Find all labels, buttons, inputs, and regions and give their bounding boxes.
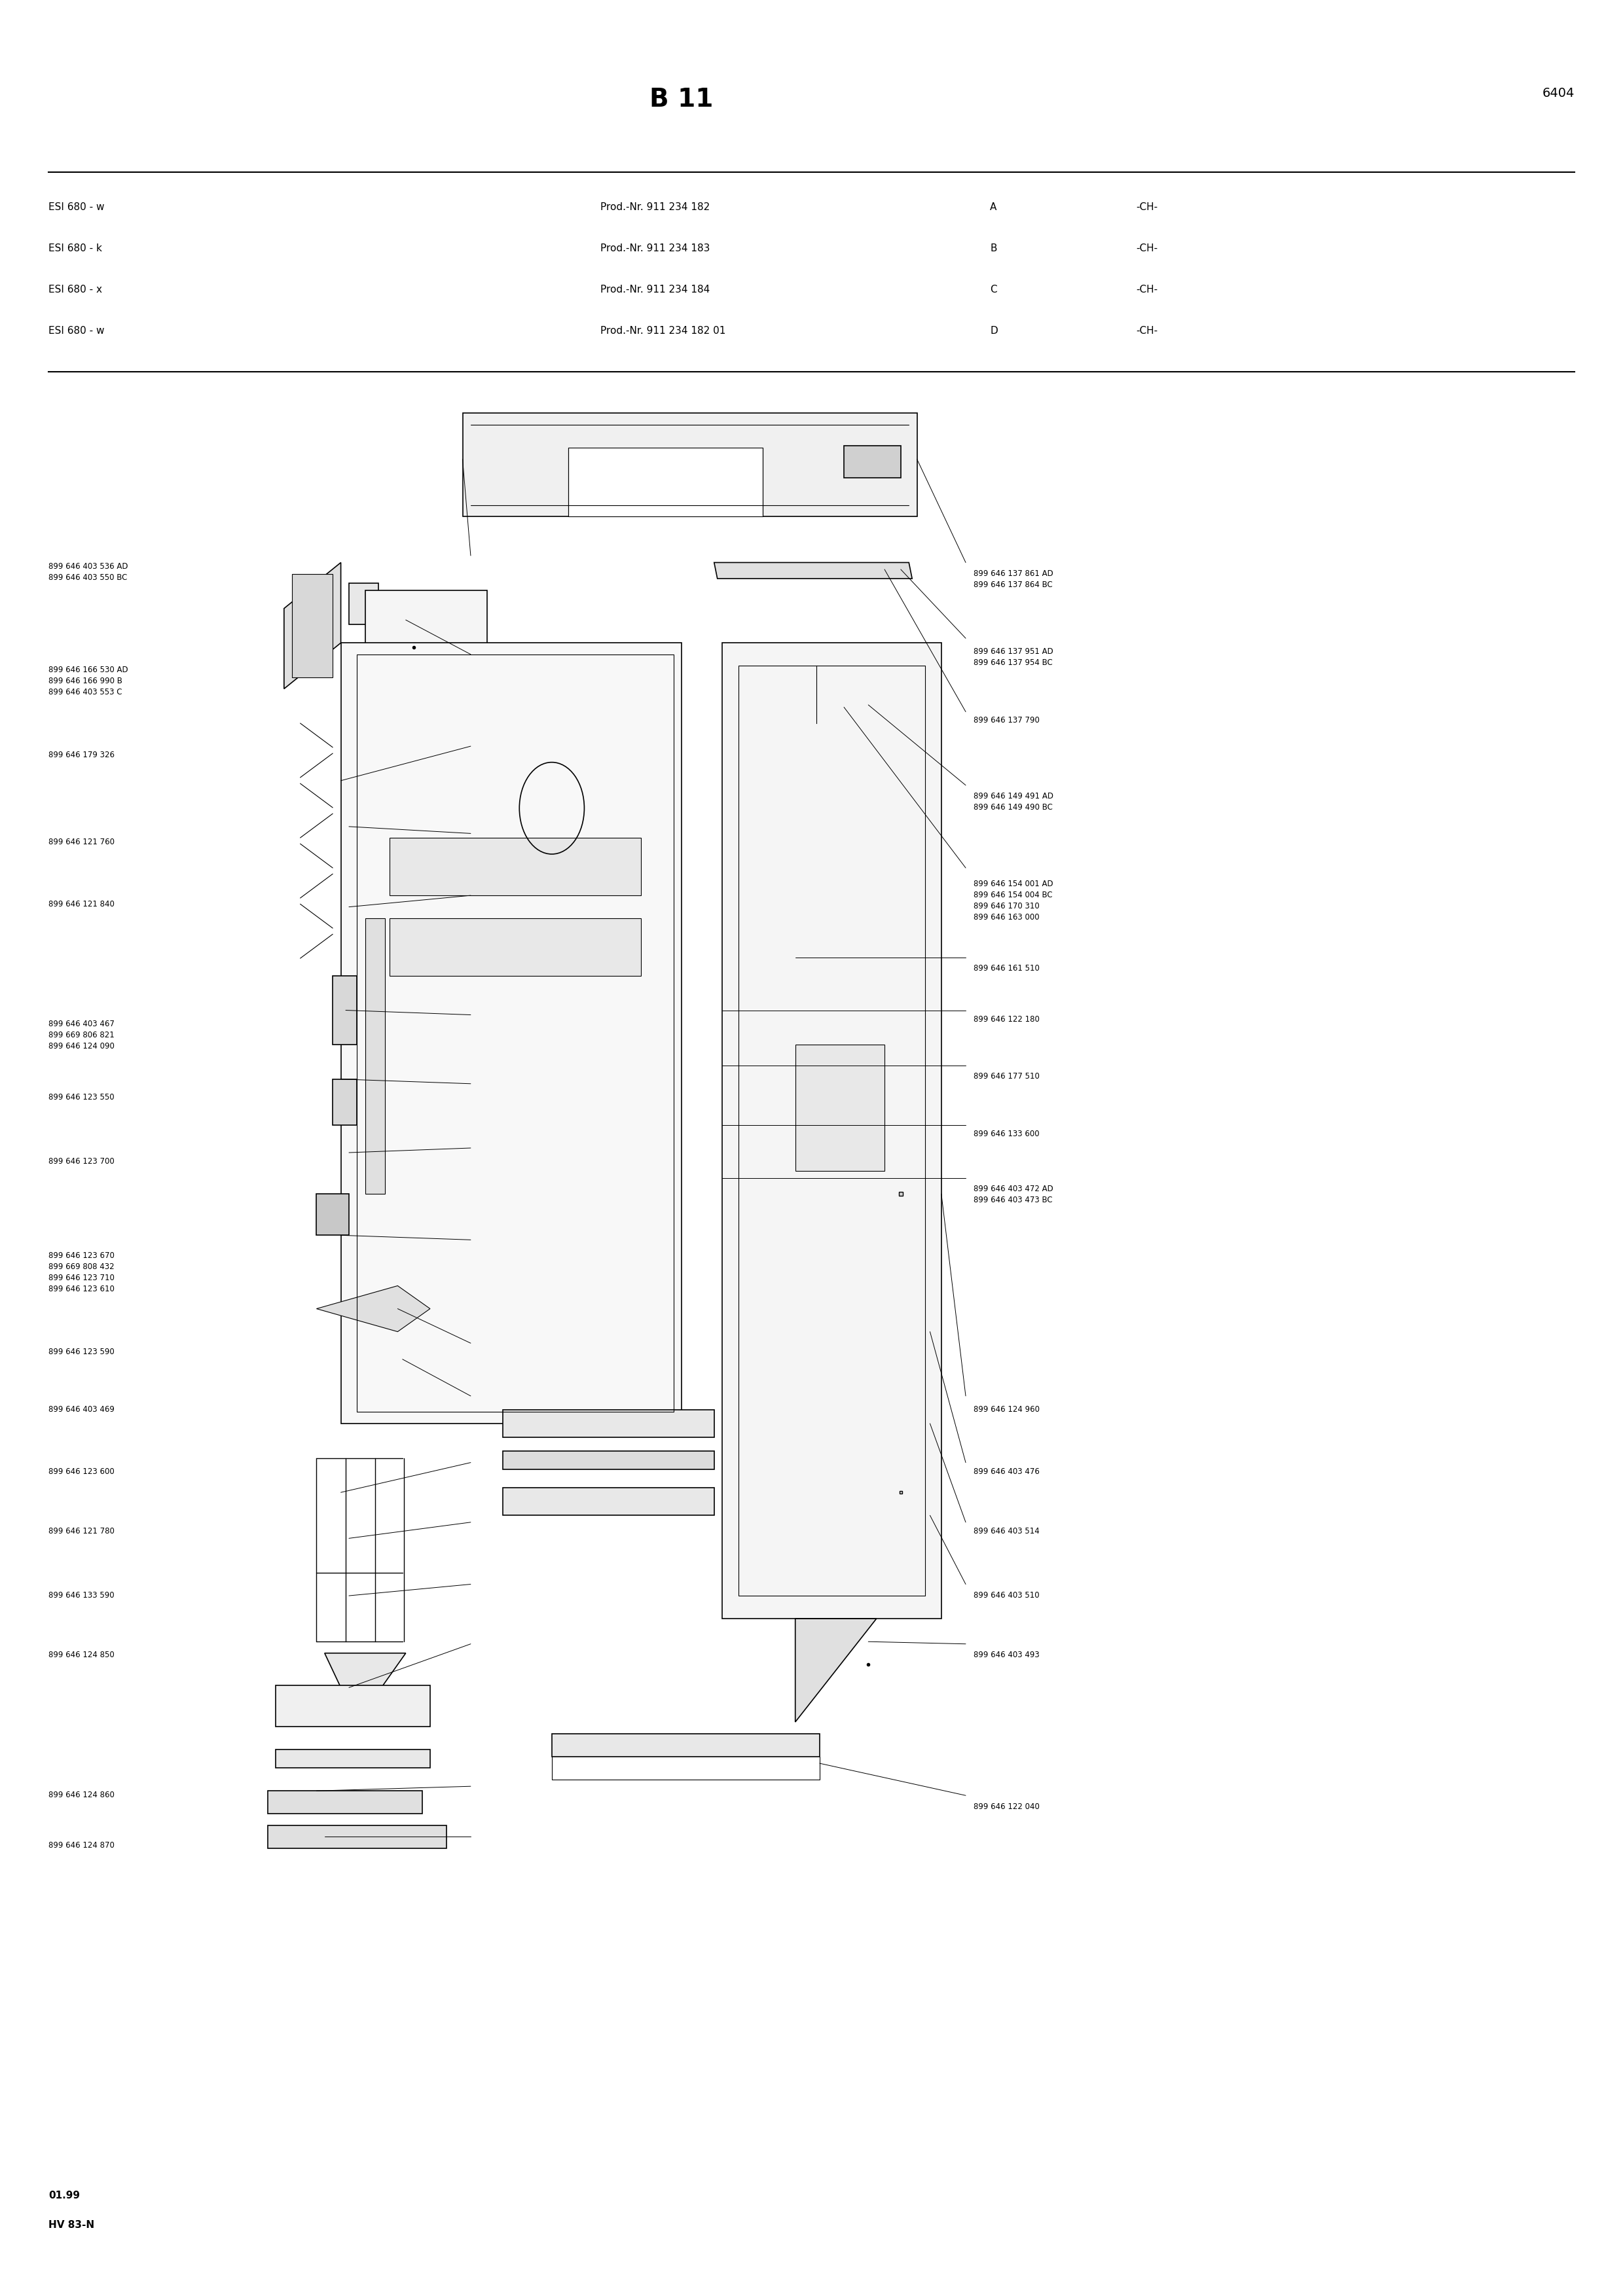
Bar <box>552 1733 820 1756</box>
Bar <box>390 838 641 895</box>
Text: Prod.-Nr. 911 234 182: Prod.-Nr. 911 234 182 <box>601 202 709 211</box>
Text: 899 646 161 510: 899 646 161 510 <box>974 964 1040 974</box>
Bar <box>276 1750 430 1768</box>
Polygon shape <box>341 643 682 1424</box>
Text: Prod.-Nr. 911 234 183: Prod.-Nr. 911 234 183 <box>601 243 711 253</box>
Text: 899 646 403 469: 899 646 403 469 <box>49 1405 115 1414</box>
Text: 899 646 121 780: 899 646 121 780 <box>49 1527 115 1536</box>
Text: 899 646 123 550: 899 646 123 550 <box>49 1093 115 1102</box>
Text: A: A <box>990 202 997 211</box>
Text: 899 646 121 760: 899 646 121 760 <box>49 838 115 847</box>
Text: HV 83-N: HV 83-N <box>49 2220 94 2229</box>
Text: 899 646 403 536 AD
899 646 403 550 BC: 899 646 403 536 AD 899 646 403 550 BC <box>49 563 128 583</box>
Bar <box>349 583 378 625</box>
Text: Prod.-Nr. 911 234 182 01: Prod.-Nr. 911 234 182 01 <box>601 326 725 335</box>
Text: ESI 680 - x: ESI 680 - x <box>49 285 102 294</box>
Polygon shape <box>463 413 917 517</box>
Text: -CH-: -CH- <box>1136 243 1157 253</box>
Bar <box>365 590 487 693</box>
Text: 899 646 137 861 AD
899 646 137 864 BC: 899 646 137 861 AD 899 646 137 864 BC <box>974 569 1053 590</box>
Text: 899 646 403 510: 899 646 403 510 <box>974 1591 1040 1600</box>
Bar <box>333 976 357 1045</box>
Text: 899 646 124 860: 899 646 124 860 <box>49 1791 115 1800</box>
Text: 899 646 177 510: 899 646 177 510 <box>974 1072 1040 1081</box>
Bar <box>333 1079 357 1125</box>
Text: 899 646 154 001 AD
899 646 154 004 BC
899 646 170 310
899 646 163 000: 899 646 154 001 AD 899 646 154 004 BC 89… <box>974 879 1053 921</box>
Bar <box>795 1045 885 1171</box>
Text: -CH-: -CH- <box>1136 285 1157 294</box>
Bar <box>292 574 333 677</box>
Text: 899 646 122 040: 899 646 122 040 <box>974 1802 1040 1812</box>
Text: 899 646 403 467
899 669 806 821
899 646 124 090: 899 646 403 467 899 669 806 821 899 646 … <box>49 1019 115 1049</box>
Polygon shape <box>316 1286 430 1332</box>
Text: ESI 680 - w: ESI 680 - w <box>49 202 104 211</box>
Polygon shape <box>722 643 941 1619</box>
Text: -CH-: -CH- <box>1136 202 1157 211</box>
Text: 01.99: 01.99 <box>49 2190 80 2200</box>
Text: 899 646 124 850: 899 646 124 850 <box>49 1651 115 1660</box>
Text: 899 646 403 476: 899 646 403 476 <box>974 1467 1040 1476</box>
Text: B 11: B 11 <box>649 87 714 113</box>
Polygon shape <box>795 1619 876 1722</box>
Text: -CH-: -CH- <box>1136 326 1157 335</box>
Text: 899 646 403 472 AD
899 646 403 473 BC: 899 646 403 472 AD 899 646 403 473 BC <box>974 1185 1053 1205</box>
Bar <box>390 918 641 976</box>
Bar <box>365 918 385 1194</box>
Bar <box>503 1410 714 1437</box>
Text: 899 646 123 700: 899 646 123 700 <box>49 1157 115 1166</box>
Text: 899 646 123 670
899 669 808 432
899 646 123 710
899 646 123 610: 899 646 123 670 899 669 808 432 899 646 … <box>49 1251 115 1293</box>
Text: ESI 680 - k: ESI 680 - k <box>49 243 102 253</box>
Polygon shape <box>714 563 912 579</box>
Text: 6404: 6404 <box>1542 87 1574 99</box>
Text: 899 646 137 790: 899 646 137 790 <box>974 716 1040 726</box>
Text: 899 646 166 530 AD
899 646 166 990 B
899 646 403 553 C: 899 646 166 530 AD 899 646 166 990 B 899… <box>49 666 128 696</box>
Text: ESI 680 - w: ESI 680 - w <box>49 326 104 335</box>
Text: 899 646 403 514: 899 646 403 514 <box>974 1527 1040 1536</box>
Bar <box>268 1825 446 1848</box>
Text: 899 646 179 326: 899 646 179 326 <box>49 751 115 760</box>
Bar <box>795 670 836 716</box>
Text: C: C <box>990 285 997 294</box>
Text: 899 646 122 180: 899 646 122 180 <box>974 1015 1040 1024</box>
Polygon shape <box>325 1653 406 1722</box>
Text: 899 646 121 840: 899 646 121 840 <box>49 900 115 909</box>
Bar <box>276 1685 430 1727</box>
Text: 899 646 133 590: 899 646 133 590 <box>49 1591 115 1600</box>
Text: 899 646 123 590: 899 646 123 590 <box>49 1348 115 1357</box>
Bar <box>503 1488 714 1515</box>
Bar <box>568 448 763 517</box>
Text: 899 646 124 960: 899 646 124 960 <box>974 1405 1040 1414</box>
Text: Prod.-Nr. 911 234 184: Prod.-Nr. 911 234 184 <box>601 285 709 294</box>
Bar <box>844 445 901 478</box>
Text: 899 646 403 493: 899 646 403 493 <box>974 1651 1040 1660</box>
Bar <box>503 1451 714 1469</box>
Text: 899 646 133 600: 899 646 133 600 <box>974 1130 1040 1139</box>
Polygon shape <box>284 563 341 689</box>
Text: 899 646 137 951 AD
899 646 137 954 BC: 899 646 137 951 AD 899 646 137 954 BC <box>974 647 1053 668</box>
Bar <box>268 1791 422 1814</box>
Bar <box>316 1194 349 1235</box>
Text: 899 646 124 870: 899 646 124 870 <box>49 1841 115 1851</box>
Text: 899 646 123 600: 899 646 123 600 <box>49 1467 115 1476</box>
Text: 899 646 149 491 AD
899 646 149 490 BC: 899 646 149 491 AD 899 646 149 490 BC <box>974 792 1053 813</box>
Text: B: B <box>990 243 997 253</box>
Text: D: D <box>990 326 998 335</box>
